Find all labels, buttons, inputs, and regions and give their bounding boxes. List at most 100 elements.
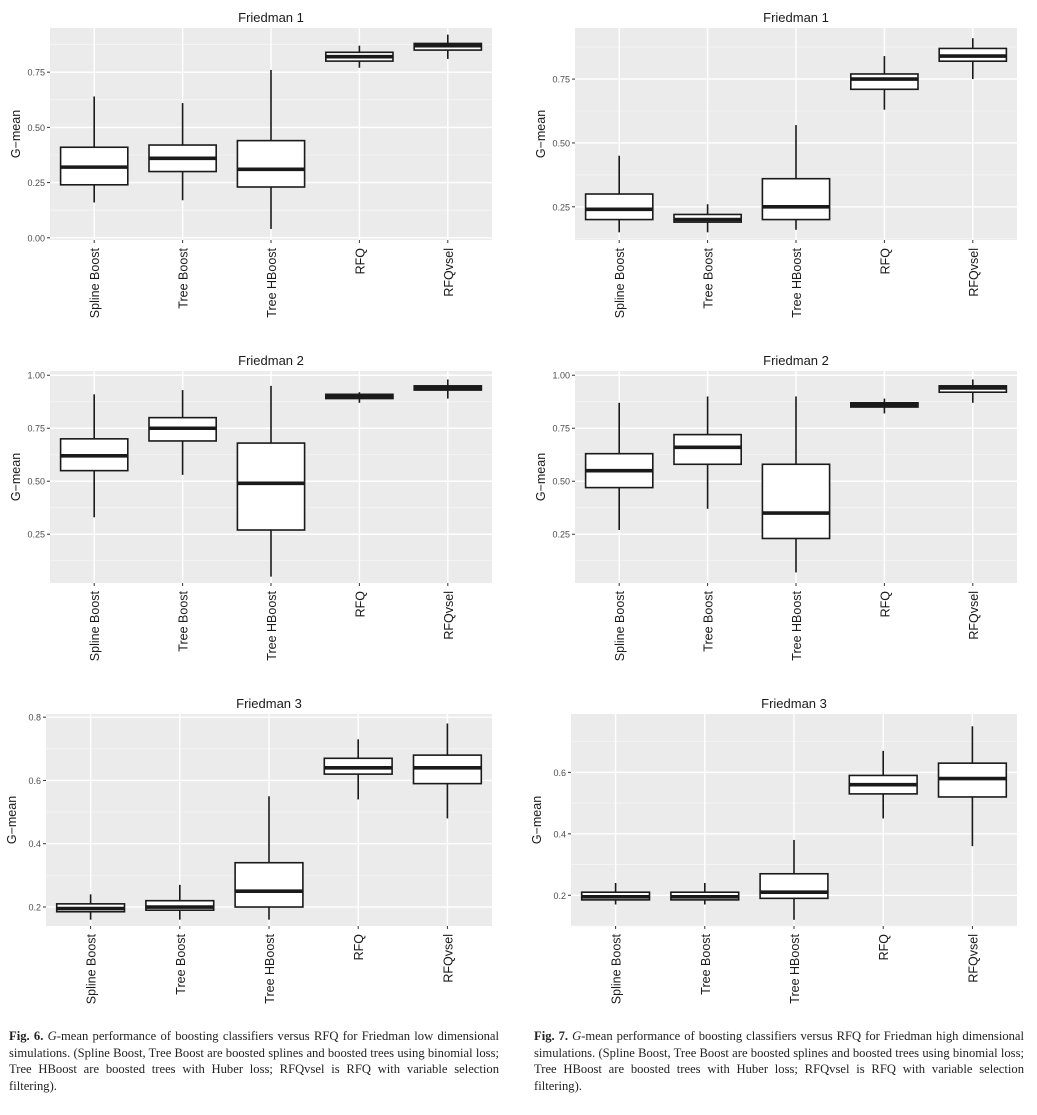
boxplot-rfqvsel — [937, 726, 1008, 847]
x-tick-label: Tree HBoost — [790, 247, 804, 317]
boxplot-rfq — [850, 398, 919, 414]
x-tick-label: Spline Boost — [88, 590, 102, 661]
x-tick-label: Tree Boost — [177, 247, 191, 308]
x-tick-label: RFQ — [352, 934, 366, 961]
boxplot-rfq — [325, 392, 394, 403]
boxplot-spline-boost — [59, 96, 129, 203]
y-tick-label: 0.6 — [553, 768, 566, 778]
x-tick-label: Tree Boost — [699, 933, 713, 994]
y-tick-label: 0.8 — [28, 713, 41, 723]
y-tick-label: 0.50 — [552, 477, 570, 487]
y-tick-label: 0.75 — [552, 424, 570, 434]
y-tick-label: 0.50 — [27, 477, 45, 487]
x-tick-label: RFQ — [878, 591, 892, 618]
boxplot-rfqvsel — [938, 379, 1008, 403]
y-tick-label: 0.75 — [27, 68, 45, 78]
box-iqr — [234, 861, 304, 908]
boxplot-spline-boost — [584, 155, 654, 233]
boxplot-tree-boost — [148, 103, 217, 201]
y-tick-label: 0.2 — [28, 903, 41, 913]
x-tick-label: Tree HBoost — [265, 247, 279, 317]
chart-panel-friedman2-low: 0.25 0.50 0.75 1.00 Spline Boost Tree Boost Tr… — [0, 343, 518, 686]
chart-title: Friedman 1 — [763, 10, 829, 25]
y-tick-label: 0.4 — [553, 829, 566, 839]
x-tick-label: Spline Boost — [610, 933, 624, 1004]
y-tick-label: 1.00 — [27, 371, 45, 381]
boxplot-tree-hboost — [234, 796, 304, 920]
box-iqr — [850, 73, 919, 91]
x-tick-label: Tree HBoost — [265, 590, 279, 660]
y-tick-label: 0.6 — [28, 776, 41, 786]
y-tick-label: 1.00 — [552, 371, 570, 381]
y-tick-label: 0.25 — [552, 202, 570, 212]
boxplot-svg: 0.2 0.4 0.6 0.8 Spline Boost Tree Boost Tree H… — [5, 696, 492, 1004]
caption-text: -mean performance of boosting classifier… — [9, 1029, 500, 1093]
x-tick-label: RFQvsel — [966, 934, 980, 983]
boxplot-rfqvsel — [938, 38, 1008, 80]
figure-caption-fig7: Fig. 7. G-mean performance of boosting c… — [534, 1028, 1024, 1094]
boxplot-tree-boost — [145, 884, 215, 920]
x-tick-label: Tree Boost — [177, 590, 191, 651]
chart-panel-friedman2-high: 0.25 0.50 0.75 1.00 Spline Boost Tree Boost Tr… — [518, 343, 1036, 686]
boxplot-svg: 0.25 0.50 0.75 1.00 Spline Boost Tree Boost Tr… — [534, 353, 1017, 661]
x-tick-label: RFQvsel — [967, 248, 981, 297]
x-tick-label: Spline Boost — [613, 247, 627, 318]
figure-caption-fig6: Fig. 6. G-mean performance of boosting c… — [9, 1028, 499, 1094]
y-axis-label: G−mean — [530, 796, 544, 844]
box-iqr — [584, 193, 654, 221]
y-axis-label: G−mean — [534, 453, 548, 501]
y-tick-label: 0.75 — [27, 424, 45, 434]
x-tick-label: Tree HBoost — [263, 933, 277, 1003]
x-tick-label: RFQvsel — [442, 591, 456, 640]
y-axis-label: G−mean — [5, 796, 19, 844]
x-tick-label: Tree Boost — [174, 933, 188, 994]
boxplot-svg: 0.2 0.4 0.6 Spline Boost Tree Boost Tree HBoo… — [530, 696, 1017, 1004]
boxplot-rfqvsel — [412, 723, 483, 819]
x-tick-label: RFQ — [877, 934, 891, 961]
y-tick-label: 0.25 — [552, 530, 570, 540]
x-tick-label: Tree Boost — [702, 247, 716, 308]
boxplot-tree-boost — [670, 882, 740, 905]
chart-title: Friedman 3 — [236, 696, 302, 711]
boxplot-tree-hboost — [759, 839, 829, 920]
boxplot-svg: 0.00 0.25 0.50 0.75 Spline Boost Tree Boost Tr… — [9, 10, 492, 318]
box-iqr — [761, 177, 831, 221]
boxplot-spline-boost — [55, 894, 126, 920]
y-axis-label: G−mean — [534, 110, 548, 158]
caption-fig-label: Fig. 6. — [9, 1029, 44, 1043]
chart-title: Friedman 1 — [238, 10, 304, 25]
y-tick-label: 0.2 — [553, 891, 566, 901]
boxplot-rfq — [848, 750, 918, 819]
x-tick-label: RFQ — [878, 248, 892, 275]
boxplot-tree-hboost — [761, 125, 831, 230]
y-tick-label: 0.25 — [27, 178, 45, 188]
box-iqr — [236, 442, 306, 531]
x-tick-label: Spline Boost — [85, 933, 99, 1004]
boxplot-tree-hboost — [236, 385, 306, 577]
boxplot-svg: 0.25 0.50 0.75 1.00 Spline Boost Tree Boost Tr… — [9, 353, 492, 661]
boxplot-tree-hboost — [761, 396, 831, 573]
x-tick-label: Spline Boost — [88, 247, 102, 318]
chart-panel-friedman1-low: 0.00 0.25 0.50 0.75 Spline Boost Tree Boost Tr… — [0, 0, 518, 343]
caption-gmean-word: G — [572, 1029, 582, 1043]
chart-title: Friedman 2 — [763, 353, 829, 368]
x-tick-label: Tree Boost — [702, 590, 716, 651]
boxplot-spline-boost — [580, 882, 651, 905]
boxplot-rfq — [323, 739, 393, 800]
x-tick-label: Spline Boost — [613, 590, 627, 661]
x-tick-label: RFQ — [353, 248, 367, 275]
x-tick-label: RFQvsel — [442, 248, 456, 297]
boxplot-svg: 0.25 0.50 0.75 Spline Boost Tree Boost Tree H… — [534, 10, 1017, 318]
boxplot-tree-boost — [673, 204, 742, 233]
caption-fig-label: Fig. 7. — [534, 1029, 569, 1043]
box-iqr — [759, 872, 829, 900]
boxplot-tree-hboost — [236, 69, 306, 229]
y-axis-label: G−mean — [9, 110, 23, 158]
y-axis-label: G−mean — [9, 453, 23, 501]
boxplot-rfq — [850, 56, 919, 110]
y-tick-label: 0.50 — [552, 138, 570, 148]
y-tick-label: 0.50 — [27, 123, 45, 133]
x-tick-label: Tree HBoost — [788, 933, 802, 1003]
box-iqr — [673, 433, 742, 466]
boxplot-spline-boost — [59, 394, 129, 518]
